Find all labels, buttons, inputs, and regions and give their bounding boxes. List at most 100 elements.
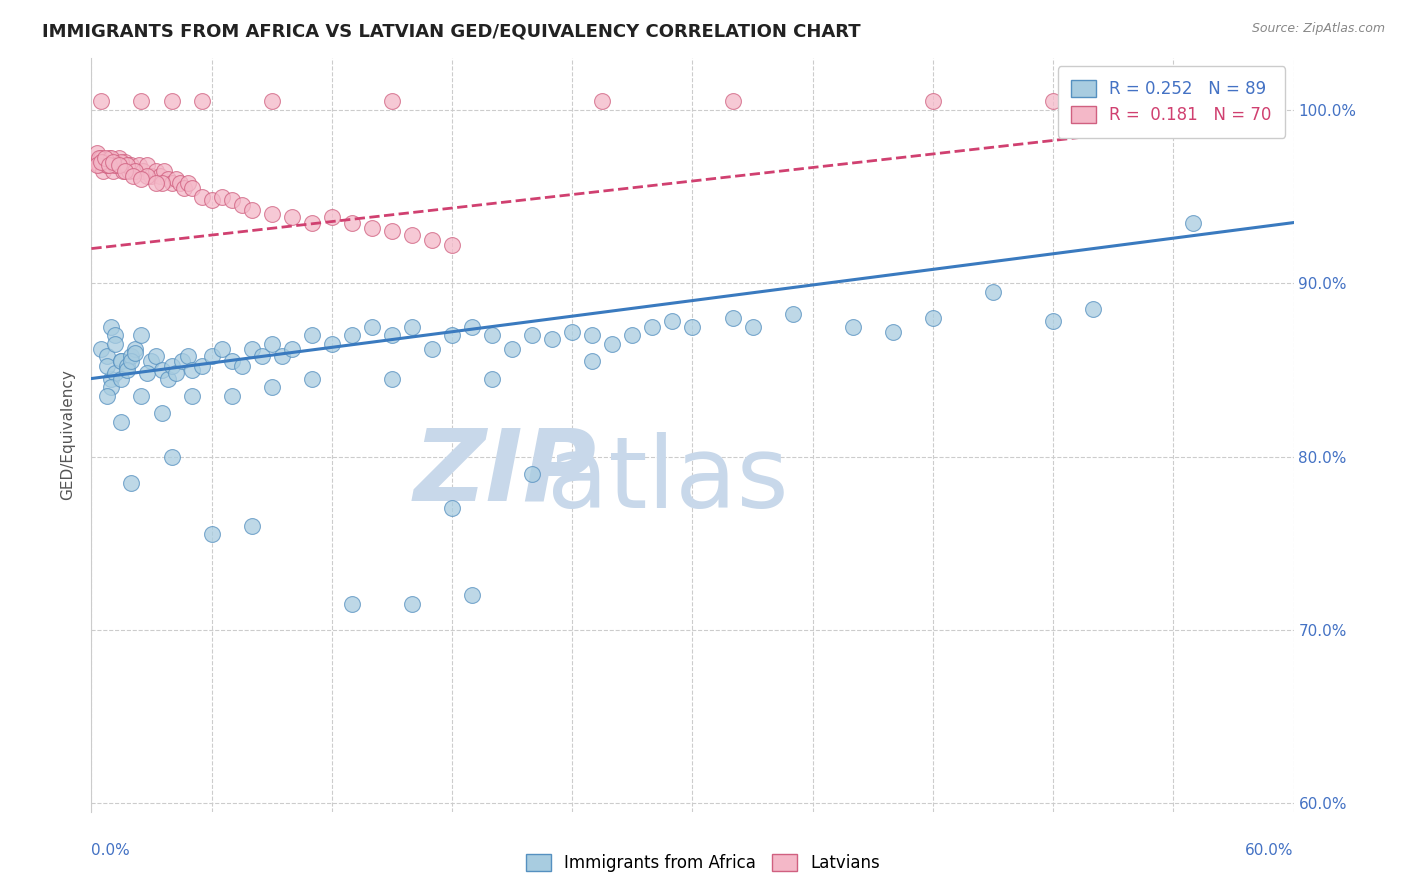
Point [131, 328, 153, 343]
Point [145, 163, 167, 178]
Point [541, 332, 564, 346]
Point [96, 158, 118, 172]
Point [112, 163, 135, 178]
Point [145, 349, 167, 363]
Text: Source: ZipAtlas.com: Source: ZipAtlas.com [1251, 22, 1385, 36]
Point [481, 328, 503, 343]
Point [501, 342, 523, 356]
Point [110, 415, 132, 429]
Point [841, 319, 863, 334]
Point [150, 363, 173, 377]
Point [211, 342, 233, 356]
Point [420, 233, 443, 247]
Point [165, 172, 187, 186]
Point [281, 342, 304, 356]
Point [114, 163, 136, 178]
Point [141, 169, 163, 183]
Point [145, 176, 167, 190]
Point [602, 337, 624, 351]
Point [360, 220, 382, 235]
Point [381, 328, 404, 343]
Point [173, 181, 195, 195]
Point [340, 328, 363, 343]
Point [124, 342, 146, 356]
Point [1182, 216, 1205, 230]
Point [94, 152, 117, 166]
Point [221, 354, 243, 368]
Point [136, 169, 159, 183]
Point [190, 189, 212, 203]
Point [160, 95, 183, 109]
Point [117, 158, 139, 172]
Point [132, 163, 155, 178]
Point [240, 203, 263, 218]
Point [190, 359, 212, 374]
Point [260, 380, 283, 394]
Point [340, 216, 363, 230]
Point [117, 158, 139, 172]
Y-axis label: GED/Equivalency: GED/Equivalency [59, 369, 75, 500]
Point [301, 216, 323, 230]
Point [882, 325, 904, 339]
Point [270, 349, 292, 363]
Point [180, 389, 202, 403]
Point [250, 349, 273, 363]
Point [89, 158, 111, 172]
Point [107, 158, 129, 172]
Point [1083, 302, 1105, 317]
Point [114, 155, 136, 169]
Point [301, 371, 323, 385]
Point [641, 319, 664, 334]
Point [440, 328, 463, 343]
Point [103, 155, 125, 169]
Text: atlas: atlas [547, 432, 789, 529]
Point [124, 163, 146, 178]
Point [110, 155, 132, 169]
Point [240, 342, 263, 356]
Point [176, 176, 198, 190]
Point [170, 354, 193, 368]
Point [93, 155, 115, 169]
Point [98, 158, 121, 172]
Point [231, 359, 253, 374]
Point [118, 163, 141, 178]
Point [121, 354, 143, 368]
Text: ZIP: ZIP [413, 424, 596, 521]
Point [122, 169, 145, 183]
Point [110, 371, 132, 385]
Point [84, 155, 107, 169]
Point [110, 354, 132, 368]
Point [201, 349, 224, 363]
Point [440, 501, 463, 516]
Point [741, 319, 763, 334]
Point [110, 158, 132, 172]
Point [90, 155, 112, 169]
Point [141, 354, 163, 368]
Point [148, 169, 170, 183]
Text: 60.0%: 60.0% [1246, 843, 1294, 858]
Point [121, 475, 143, 490]
Point [461, 588, 484, 602]
Point [221, 193, 243, 207]
Point [98, 152, 121, 166]
Point [240, 518, 263, 533]
Text: IMMIGRANTS FROM AFRICA VS LATVIAN GED/EQUIVALENCY CORRELATION CHART: IMMIGRANTS FROM AFRICA VS LATVIAN GED/EQ… [42, 22, 860, 40]
Point [117, 363, 139, 377]
Point [89, 152, 111, 166]
Point [100, 319, 122, 334]
Point [94, 155, 117, 169]
Point [260, 207, 283, 221]
Point [110, 354, 132, 368]
Point [96, 359, 118, 374]
Point [381, 371, 404, 385]
Point [100, 380, 122, 394]
Point [108, 152, 131, 166]
Point [160, 359, 183, 374]
Point [96, 158, 118, 172]
Point [221, 389, 243, 403]
Point [401, 597, 423, 611]
Point [104, 158, 127, 172]
Point [104, 155, 127, 169]
Point [103, 163, 125, 178]
Point [180, 363, 202, 377]
